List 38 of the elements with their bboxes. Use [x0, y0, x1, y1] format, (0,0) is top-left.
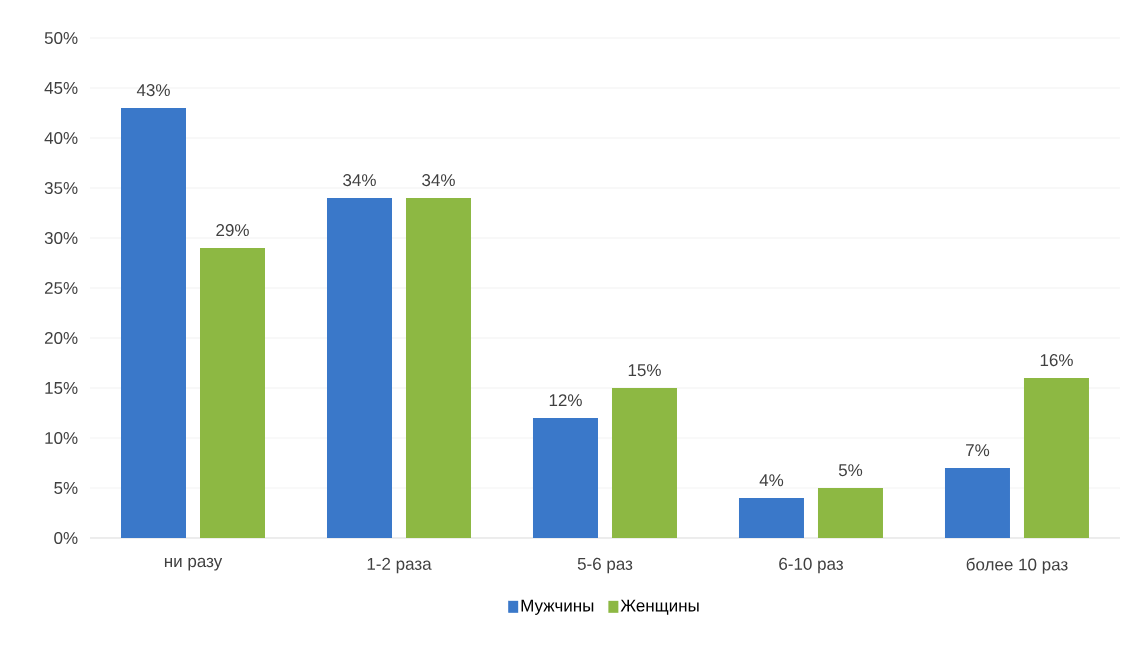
y-tick-label: 35%	[44, 181, 78, 195]
data-label: 5%	[838, 464, 863, 477]
data-label: 34%	[422, 174, 455, 187]
bar	[611, 388, 677, 538]
bar	[1023, 378, 1089, 538]
data-label: 15%	[628, 364, 661, 377]
data-label: 16%	[1040, 354, 1073, 367]
y-tick-label: 15%	[45, 382, 78, 394]
legend-label: Женщины	[620, 599, 699, 615]
x-tick-label: ни разу	[164, 557, 223, 571]
y-tick-label: 10%	[45, 431, 78, 445]
data-label: 43%	[136, 84, 170, 97]
legend-label: Мужчины	[521, 599, 594, 615]
x-tick-label: 6-10 раз	[779, 557, 843, 574]
y-tick-label: 0%	[54, 531, 78, 545]
data-label: 12%	[549, 394, 582, 407]
bar	[327, 198, 392, 538]
y-tick-label: 45%	[44, 82, 78, 94]
y-tick-label: 50%	[44, 31, 78, 45]
x-tick-label: 1-2 раза	[367, 557, 432, 574]
bar	[121, 108, 186, 538]
bar	[405, 198, 471, 538]
x-tick-label: 5-6 раз	[577, 557, 633, 574]
bar	[532, 418, 598, 538]
data-label: 34%	[343, 174, 376, 187]
data-label: 4%	[759, 474, 784, 487]
y-tick-label: 30%	[44, 231, 78, 245]
bar	[738, 498, 804, 538]
bar	[944, 468, 1010, 538]
bar	[817, 488, 883, 538]
y-tick-label: 25%	[44, 281, 78, 295]
data-label: 29%	[216, 224, 249, 237]
y-tick-label: 40%	[44, 131, 78, 145]
data-label: 7%	[966, 444, 990, 457]
x-tick-label: более 10 раз	[966, 557, 1068, 574]
y-tick-label: 20%	[44, 331, 78, 345]
y-tick-label: 5%	[54, 482, 78, 494]
bar	[200, 248, 265, 538]
